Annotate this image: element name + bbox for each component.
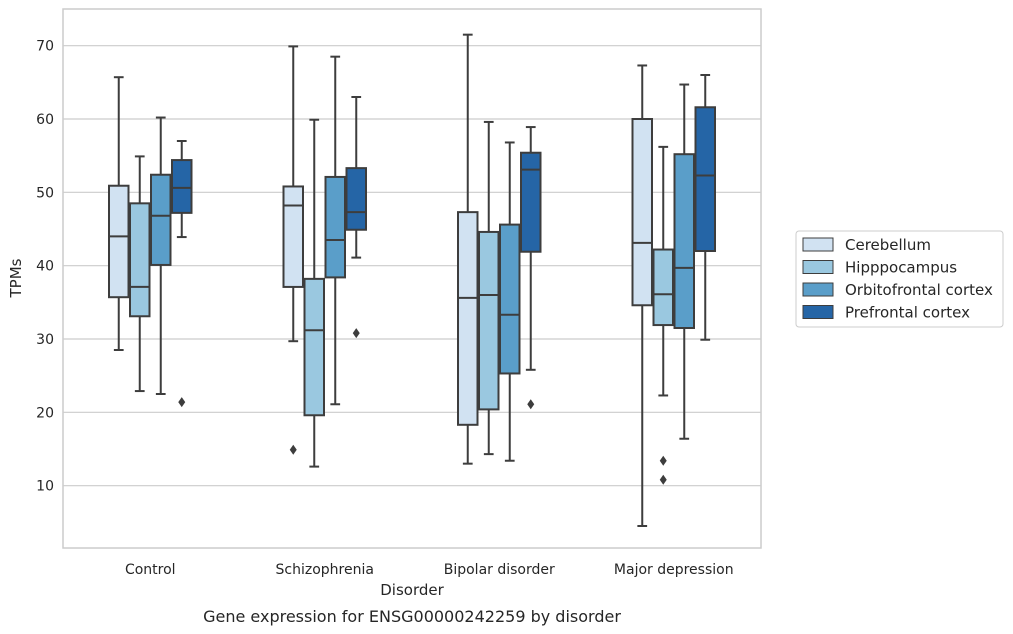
outlier-point (289, 444, 297, 455)
outlier-point (527, 399, 535, 410)
y-tick-label: 40 (36, 259, 54, 275)
x-tick-label: Schizophrenia (276, 562, 374, 578)
box-body (150, 173, 172, 266)
x-tick-label: Control (125, 562, 176, 578)
box-cerebellum (631, 64, 653, 527)
x-tick-label: Major depression (614, 562, 734, 578)
box-hipppocampus (129, 155, 151, 393)
box-body (324, 175, 346, 279)
outlier-point (178, 397, 186, 408)
legend-swatch (802, 260, 834, 274)
box-hipppocampus (478, 120, 500, 456)
y-axis-label: TPMs (7, 258, 25, 298)
box-body (108, 184, 130, 299)
y-tick-labels: 10 20 30 40 50 60 70 (36, 39, 54, 495)
y-tick-label: 70 (36, 39, 54, 55)
box-body (171, 159, 193, 214)
chart-title: Gene expression for ENSG00000242259 by d… (203, 607, 621, 626)
box-hipppocampus (303, 118, 325, 468)
box-body (694, 106, 716, 253)
box-body (499, 223, 521, 375)
legend-label: Prefrontal cortex (845, 304, 970, 322)
box-prefrontal-cortex (345, 96, 367, 339)
box-cerebellum (457, 33, 479, 465)
x-tick-labels: Control Schizophrenia Bipolar disorder Majo… (125, 562, 734, 578)
plot-area-frame (62, 8, 762, 549)
x-axis-label: Disorder (380, 581, 444, 599)
box-prefrontal-cortex (171, 140, 193, 408)
box-body (282, 185, 304, 288)
box-prefrontal-cortex (520, 126, 542, 410)
y-tick-label: 20 (36, 405, 54, 421)
legend-frame (795, 230, 1004, 328)
box-body (631, 118, 653, 307)
box-body (345, 167, 367, 231)
outlier-point (352, 328, 360, 339)
box-cerebellum (282, 45, 304, 455)
y-tick-label: 60 (36, 112, 54, 128)
box-series (108, 33, 716, 527)
box-orbitofrontal-cortex (150, 116, 172, 395)
legend-swatch (802, 237, 834, 252)
box-orbitofrontal-cortex (499, 141, 521, 462)
box-body (673, 153, 695, 329)
box-body (520, 151, 542, 253)
box-body (303, 277, 325, 417)
outlier-point (659, 474, 667, 485)
legend: Cerebellum Hipppocampus Orbitofrontal cort… (795, 230, 1004, 328)
legend-label: Orbitofrontal cortex (845, 281, 993, 299)
box-body (129, 202, 151, 318)
box-body (478, 230, 500, 411)
box-orbitofrontal-cortex (324, 55, 346, 406)
legend-label: Hipppocampus (845, 259, 957, 277)
box-cerebellum (108, 76, 130, 351)
box-body (457, 211, 479, 426)
legend-label: Cerebellum (845, 236, 931, 254)
box-hipppocampus (652, 145, 674, 485)
legend-swatch (802, 305, 834, 319)
outlier-point (659, 455, 667, 466)
y-tick-label: 10 (36, 479, 54, 495)
y-tick-label: 50 (36, 185, 54, 201)
box-orbitofrontal-cortex (673, 83, 695, 440)
box-body (652, 248, 674, 327)
x-tick-label: Bipolar disorder (444, 562, 555, 578)
y-tick-label: 30 (36, 332, 54, 348)
box-prefrontal-cortex (694, 74, 716, 341)
legend-swatch (802, 282, 834, 297)
